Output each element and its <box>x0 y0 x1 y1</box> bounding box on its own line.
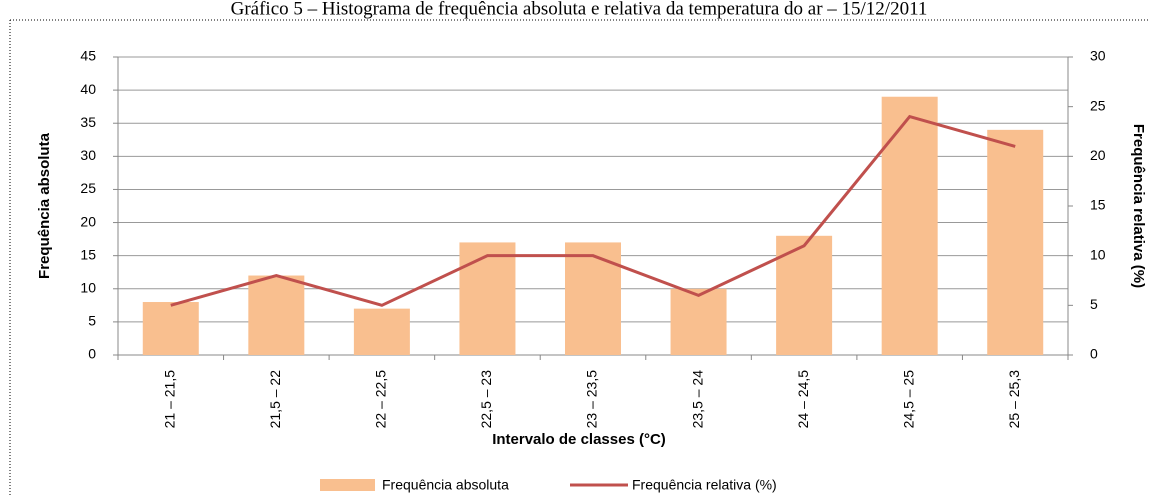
legend-label: Frequência relativa (%) <box>632 477 777 493</box>
x-tick-label: 24 – 24,5 <box>795 370 811 429</box>
y-tick-label: 35 <box>80 114 96 130</box>
bar <box>459 242 516 355</box>
x-tick-label: 23,5 – 24 <box>689 370 705 429</box>
bar <box>353 308 410 355</box>
y2-tick-label: 15 <box>1090 197 1106 213</box>
bar <box>142 302 199 355</box>
x-tick-label: 23 – 23,5 <box>584 370 600 429</box>
y2-tick-label: 5 <box>1090 296 1098 312</box>
bar <box>248 275 305 355</box>
bar <box>565 242 621 355</box>
y-tick-label: 40 <box>80 81 96 97</box>
x-tick-label: 22,5 – 23 <box>478 370 494 429</box>
bar <box>881 96 938 355</box>
legend-swatch <box>320 479 375 491</box>
y2-tick-label: 25 <box>1090 97 1106 113</box>
y-tick-label: 20 <box>80 213 96 229</box>
x-tick-label: 21 – 21,5 <box>161 370 177 429</box>
y-tick-label: 10 <box>80 279 96 295</box>
x-tick-label: 21,5 – 22 <box>267 370 283 429</box>
chart-title: Gráfico 5 – Histograma de frequência abs… <box>231 0 928 19</box>
x-axis-title: Intervalo de classes (°C) <box>492 431 666 448</box>
y-tick-label: 15 <box>80 246 96 262</box>
y-tick-label: 0 <box>88 346 96 362</box>
y2-axis-title: Frequência relativa (%) <box>1130 124 1147 288</box>
x-tick-label: 24,5 – 25 <box>900 370 916 429</box>
y2-tick-label: 20 <box>1090 147 1106 163</box>
bar <box>670 288 727 355</box>
y-tick-label: 25 <box>80 180 96 196</box>
y2-tick-label: 30 <box>1090 48 1106 64</box>
y-axis-title: Frequência absoluta <box>36 132 53 279</box>
x-tick-label: 22 – 22,5 <box>373 370 389 429</box>
y2-tick-label: 10 <box>1090 246 1106 262</box>
x-tick-label: 25 – 25,3 <box>1006 370 1022 429</box>
line <box>170 114 1016 307</box>
legend-label: Frequência absoluta <box>382 477 509 493</box>
y-tick-label: 45 <box>80 48 96 64</box>
y-tick-label: 30 <box>80 147 96 163</box>
y-tick-label: 5 <box>88 313 96 329</box>
y2-tick-label: 0 <box>1090 346 1098 362</box>
bar <box>987 129 1044 355</box>
